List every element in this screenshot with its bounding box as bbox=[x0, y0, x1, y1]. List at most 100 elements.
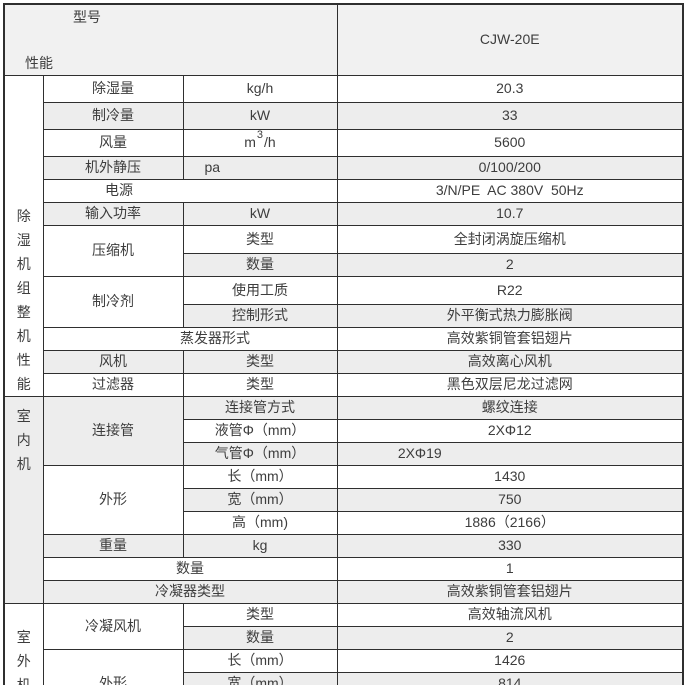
table-row: 制冷剂 使用工质 R22 bbox=[4, 276, 684, 328]
unit-cell: 宽（mm） bbox=[182, 672, 338, 685]
table-row: 冷凝器类型 高效紫铜管套铝翅片 bbox=[4, 580, 684, 604]
value-cell: 高效离心风机 bbox=[336, 350, 684, 374]
table-row: 风量 m3/h 5600 bbox=[4, 129, 684, 157]
value-cell: 5600 bbox=[336, 129, 684, 157]
param-label-dimensions-outdoor: 外形 bbox=[42, 649, 184, 685]
performance-axis-label: 性能 bbox=[25, 54, 53, 71]
group-label-unit-performance: 除湿机组整机性能 bbox=[3, 75, 44, 397]
value-cell: 2 bbox=[336, 626, 684, 650]
table-row: 控制形式 外平衡式热力膨胀阀 bbox=[4, 304, 684, 328]
param-label-connecting-pipe: 连接管 bbox=[42, 396, 184, 466]
value-cell: 2XΦ12 bbox=[336, 419, 684, 443]
unit-cell: 控制形式 bbox=[182, 304, 338, 328]
value-cell: 螺纹连接 bbox=[336, 396, 684, 420]
table-row: 室内机 连接管 连接管方式 螺纹连接 bbox=[3, 396, 684, 604]
param-label-refrigerant: 制冷剂 bbox=[42, 276, 184, 328]
table-row: 机外静压 pa 0/100/200 bbox=[4, 156, 684, 180]
table-row: 过滤器 类型 黑色双层尼龙过滤网 bbox=[4, 373, 684, 397]
value-cell: 1430 bbox=[336, 465, 684, 489]
unit-cell: kg bbox=[182, 534, 338, 558]
value-cell: 0/100/200 bbox=[336, 156, 684, 180]
param-label: 蒸发器形式 bbox=[42, 327, 338, 351]
param-label: 数量 bbox=[42, 557, 338, 581]
unit-cell: m3/h bbox=[182, 129, 338, 157]
unit-cell: kW bbox=[182, 102, 338, 130]
unit-cell: kW bbox=[182, 202, 338, 226]
value-cell: R22 bbox=[336, 276, 684, 305]
value-cell: 10.7 bbox=[336, 202, 684, 226]
table-row: 数量 2 bbox=[4, 626, 684, 650]
unit-cell: 液管Φ（mm） bbox=[182, 419, 338, 443]
param-label: 机外静压 bbox=[42, 156, 184, 180]
table-row: 输入功率 kW 10.7 bbox=[4, 202, 684, 226]
corner-cell: 型号 性能 bbox=[3, 3, 338, 76]
table-row: 气管Φ（mm） 2XΦ19 bbox=[4, 442, 684, 466]
value-cell: 1886（2166） bbox=[336, 511, 684, 535]
table-row: 压缩机 类型 全封闭涡旋压缩机 bbox=[4, 225, 684, 277]
unit-cell: 数量 bbox=[182, 626, 338, 650]
value-cell: 高效紫铜管套铝翅片 bbox=[336, 327, 684, 351]
unit-cell: 连接管方式 bbox=[182, 396, 338, 420]
unit-cell: 高（mm) bbox=[182, 511, 338, 535]
value-cell: 1 bbox=[336, 557, 684, 581]
param-label-compressor: 压缩机 bbox=[42, 225, 184, 277]
table-row: 室外机 冷凝风机 类型 高效轴流风机 bbox=[3, 603, 684, 685]
unit-cell: 宽（mm） bbox=[182, 488, 338, 512]
unit-cell: 类型 bbox=[182, 350, 338, 374]
unit-cell: 使用工质 bbox=[182, 276, 338, 305]
table-row: 电源 3/N/PE AC 380V 50Hz bbox=[4, 179, 684, 203]
value-cell: 814 bbox=[336, 672, 684, 685]
table-row: 数量 1 bbox=[4, 557, 684, 581]
table-row: 制冷量 kW 33 bbox=[4, 102, 684, 130]
value-cell: 33 bbox=[336, 102, 684, 130]
unit-cell: 类型 bbox=[182, 603, 338, 627]
unit-cell: 长（mm） bbox=[182, 649, 338, 673]
header-row: 型号 性能 CJW-20E bbox=[3, 3, 684, 76]
table-row: 外形 长（mm） 1426 bbox=[4, 649, 684, 685]
model-value: CJW-20E bbox=[336, 3, 684, 76]
table-row: 除湿机组整机性能 除湿量 kg/h 20.3 bbox=[3, 75, 684, 397]
param-label: 冷凝器类型 bbox=[42, 580, 338, 604]
value-cell: 2XΦ19 bbox=[336, 442, 684, 466]
param-label: 风量 bbox=[42, 129, 184, 157]
unit-cell: kg/h bbox=[182, 75, 338, 103]
param-label: 重量 bbox=[42, 534, 184, 558]
value-cell: 外平衡式热力膨胀阀 bbox=[336, 304, 684, 328]
param-label: 制冷量 bbox=[42, 102, 184, 130]
value-cell: 330 bbox=[336, 534, 684, 558]
param-label: 过滤器 bbox=[42, 373, 184, 397]
value-cell: 2 bbox=[336, 253, 684, 277]
value-cell: 全封闭涡旋压缩机 bbox=[336, 225, 684, 254]
table-row: 外形 长（mm） 1430 bbox=[4, 465, 684, 535]
param-label: 电源 bbox=[42, 179, 338, 203]
param-label-dimensions-indoor: 外形 bbox=[42, 465, 184, 535]
spec-table: 型号 性能 CJW-20E 除湿机组整机性能 除湿量 kg/h 20.3 制冷量… bbox=[3, 3, 684, 685]
param-label: 除湿量 bbox=[42, 75, 184, 103]
table-row: 风机 类型 高效离心风机 bbox=[4, 350, 684, 374]
unit-cell: 数量 bbox=[182, 253, 338, 277]
unit-cell: 类型 bbox=[182, 373, 338, 397]
model-axis-label: 型号 bbox=[73, 9, 101, 25]
unit-cell: 气管Φ（mm） bbox=[182, 442, 338, 466]
value-cell: 高效紫铜管套铝翅片 bbox=[336, 580, 684, 604]
group-label-outdoor-unit: 室外机 bbox=[3, 603, 44, 685]
group-label-indoor-unit: 室内机 bbox=[3, 396, 44, 604]
table-row: 液管Φ（mm） 2XΦ12 bbox=[4, 419, 684, 443]
value-cell: 750 bbox=[336, 488, 684, 512]
table-row: 宽（mm） 814 bbox=[4, 672, 684, 685]
unit-cell: 类型 bbox=[182, 225, 338, 254]
param-label-condensing-fan: 冷凝风机 bbox=[42, 603, 184, 650]
value-cell: 高效轴流风机 bbox=[336, 603, 684, 627]
superscript-3: 3 bbox=[256, 129, 264, 142]
unit-cell: pa bbox=[182, 156, 338, 180]
param-label: 输入功率 bbox=[42, 202, 184, 226]
table-row: 重量 kg 330 bbox=[4, 534, 684, 558]
value-cell: 20.3 bbox=[336, 75, 684, 103]
unit-cell: 长（mm） bbox=[182, 465, 338, 489]
value-cell: 1426 bbox=[336, 649, 684, 673]
value-cell: 3/N/PE AC 380V 50Hz bbox=[336, 179, 684, 203]
table-row: 高（mm) 1886（2166） bbox=[4, 511, 684, 535]
value-cell: 黑色双层尼龙过滤网 bbox=[336, 373, 684, 397]
param-label: 风机 bbox=[42, 350, 184, 374]
